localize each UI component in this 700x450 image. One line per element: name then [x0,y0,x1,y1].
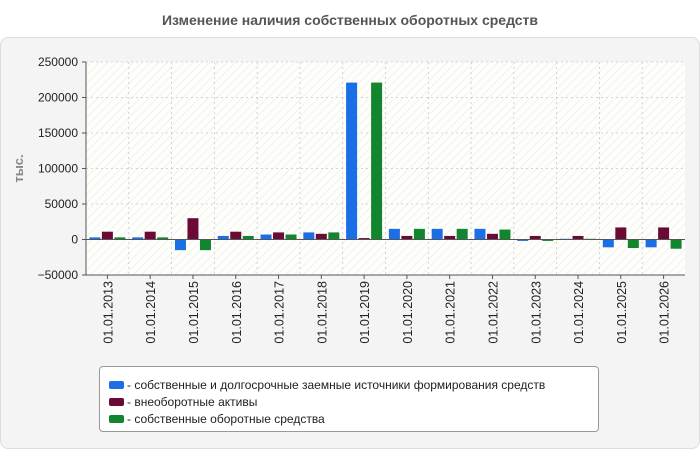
bar [401,235,413,240]
y-tick-label: −50000 [38,268,79,282]
x-tick-label: 01.01.2013 [101,281,115,344]
bar [413,228,425,240]
chart-legend: - собственные и долгосрочные заемные ист… [99,366,599,432]
bar [645,239,657,248]
bar [217,235,229,240]
bar [346,82,358,240]
chart-title: Изменение наличия собственных оборотных … [161,12,539,28]
bar [658,227,670,240]
bar [615,227,627,240]
bar [431,228,443,240]
y-tick-label: 100000 [38,162,78,176]
bar [542,239,554,241]
legend-item: - собственные оборотные средства [109,410,598,427]
bar [371,82,383,240]
bar [230,231,242,240]
bar [187,218,199,240]
x-tick-label: 01.01.2025 [615,281,629,344]
bar [328,232,340,240]
bar [144,231,156,240]
legend-label: - внеоборотные активы [127,394,258,409]
bar [499,229,511,240]
x-tick-label: 01.01.2018 [315,281,329,344]
bar [89,237,101,240]
bar [602,239,614,248]
x-tick-label: 01.01.2023 [529,281,543,344]
bar [114,237,126,240]
legend-label: - собственные и долгосрочные заемные ист… [127,377,546,392]
bar [285,234,297,240]
bar [517,239,529,241]
x-tick-label: 01.01.2022 [486,281,500,344]
x-tick-label: 01.01.2026 [658,281,672,344]
legend-item: - собственные и долгосрочные заемные ист… [109,376,598,393]
x-tick-label: 01.01.2015 [187,281,201,344]
bar [486,233,498,240]
bar [456,228,468,240]
x-tick-label: 01.01.2024 [572,281,586,344]
x-tick-label: 01.01.2016 [230,281,244,344]
legend-swatch [109,397,124,406]
bar [242,235,254,240]
bar [474,228,486,240]
bar [273,232,285,240]
y-tick-label: 250000 [38,55,78,69]
bar [444,235,456,240]
y-axis-title: тыс. [11,154,26,182]
x-tick-label: 01.01.2019 [358,281,372,344]
x-tick-label: 01.01.2021 [444,281,458,344]
bar [627,239,639,249]
bar [101,231,113,240]
bar [174,239,186,251]
bar [358,238,370,240]
bar [199,239,211,251]
x-tick-label: 01.01.2020 [401,281,415,344]
x-tick-label: 01.01.2014 [144,281,158,344]
y-tick-label: 200000 [38,91,78,105]
bar [260,234,272,240]
y-tick-label: 150000 [38,126,78,140]
bar [303,232,315,240]
bar [388,228,400,240]
bar [315,233,327,240]
bar [132,237,144,240]
x-tick-label: 01.01.2017 [273,281,287,344]
legend-swatch [109,380,124,389]
bar [670,239,682,249]
legend-swatch [109,414,124,423]
legend-label: - собственные оборотные средства [127,411,325,426]
bar [157,237,169,240]
legend-item: - внеоборотные активы [109,393,598,410]
bar [529,235,541,240]
bar [572,235,584,240]
y-tick-label: 50000 [45,197,79,211]
y-tick-label: 0 [71,233,78,247]
